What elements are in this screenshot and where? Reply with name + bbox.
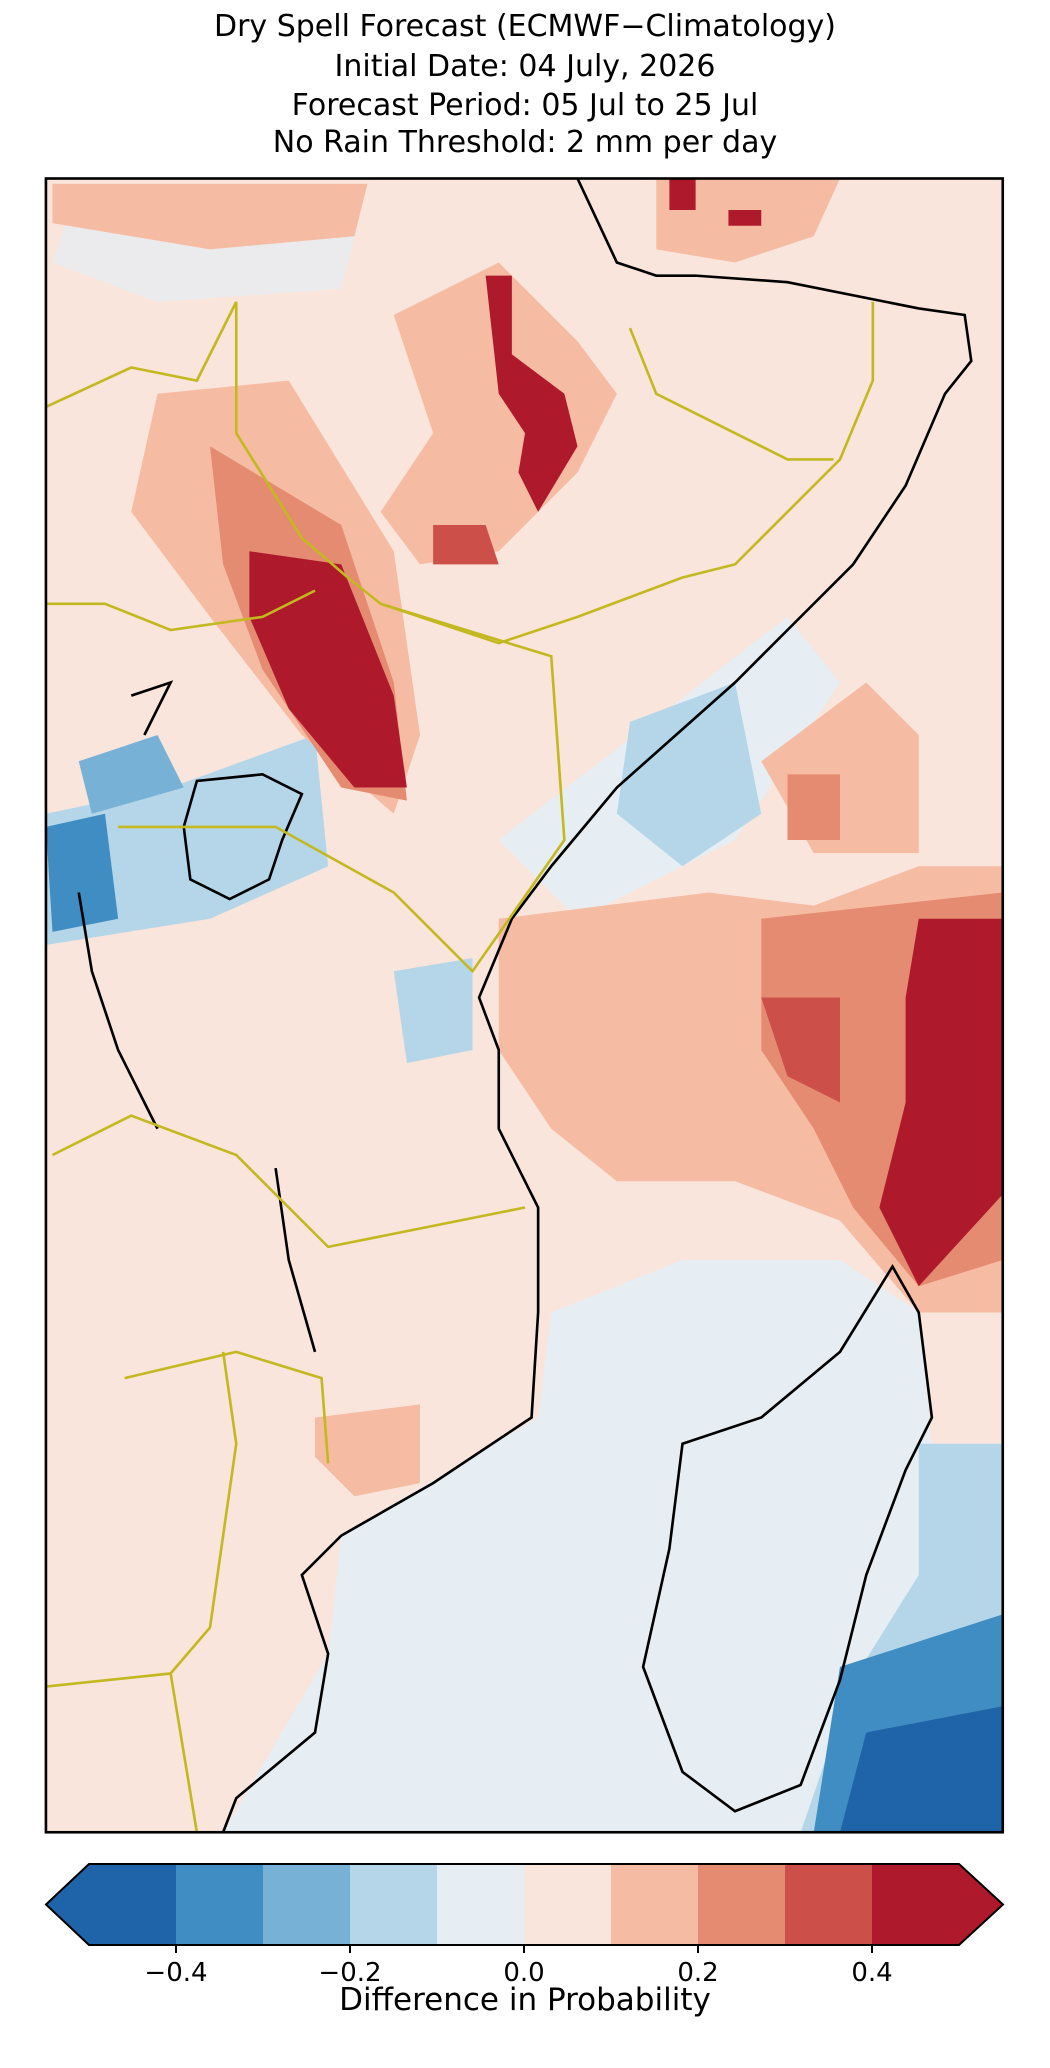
colorbar-bin	[89, 1864, 177, 1945]
colorbar-tick-label: 0.4	[851, 1958, 892, 1988]
colorbar-tick-label: 0.2	[677, 1958, 718, 1988]
colorbar-bin	[611, 1864, 699, 1945]
title-line: Initial Date: 04 July, 2026	[335, 49, 716, 84]
title-line: Dry Spell Forecast (ECMWF−Climatology)	[214, 9, 836, 44]
colorbar-bin	[524, 1864, 612, 1945]
colorbar-bin	[785, 1864, 873, 1945]
colorbar-outline	[44, 1863, 1005, 1946]
map-frame	[44, 177, 1005, 1834]
title-line: Forecast Period: 05 Jul to 25 Jul	[292, 88, 759, 123]
title-block: Dry Spell Forecast (ECMWF−Climatology) In…	[214, 9, 836, 160]
colorbar-label: Difference in Probability	[339, 1982, 711, 2018]
colorbar-extend-low	[46, 1864, 89, 1945]
colorbar-tick-label: 0.0	[503, 1958, 544, 1988]
colorbar-extend-high	[959, 1864, 1003, 1945]
colorbar-tick-label: −0.4	[144, 1958, 207, 1988]
colorbar-bin	[872, 1864, 960, 1945]
colorbar: −0.4 −0.2 0.0 0.2 0.4 Difference in Probabili…	[44, 1863, 1005, 2018]
colorbar-bin	[350, 1864, 438, 1945]
colorbar-bin	[263, 1864, 351, 1945]
map-field	[45, 178, 1003, 1833]
colorbar-bin	[176, 1864, 264, 1945]
map	[44, 177, 1005, 1834]
colorbar-tick-label: −0.2	[318, 1958, 381, 1988]
title-line: No Rain Threshold: 2 mm per day	[273, 125, 777, 160]
colorbar-bin	[437, 1864, 525, 1945]
colorbar-bin	[698, 1864, 786, 1945]
